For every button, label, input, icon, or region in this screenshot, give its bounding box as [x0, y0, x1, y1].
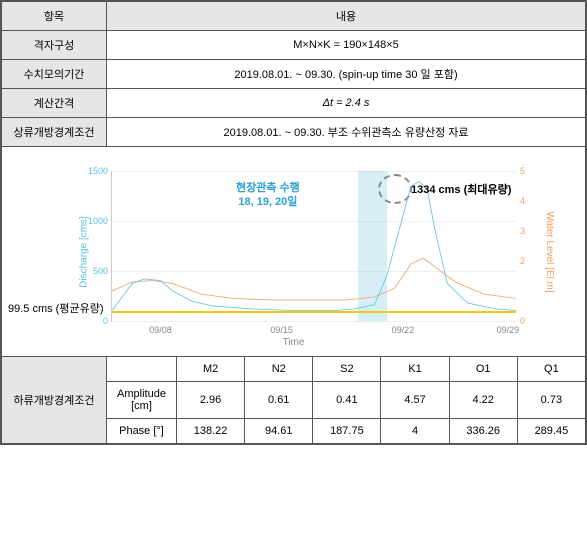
ytick-left: 0	[103, 316, 108, 326]
tide-phase-3: 4	[381, 419, 449, 444]
label-observation: 현장관측 수행18, 19, 20일	[236, 181, 300, 210]
x-axis-label: Time	[283, 337, 305, 348]
header-content: 내용	[107, 2, 586, 31]
water-level-line	[112, 258, 516, 300]
discharge-line	[112, 182, 516, 311]
xtick: 09/08	[149, 325, 172, 335]
tide-phase-0: 138.22	[177, 419, 245, 444]
ytick-right: 0	[520, 316, 525, 326]
tide-phase-label: Phase [°]	[107, 419, 177, 444]
tide-amp-label: Amplitude [cm]	[107, 382, 177, 419]
tide-amp-0: 2.96	[177, 382, 245, 419]
tide-amp-3: 4.57	[381, 382, 449, 419]
tide-amp-5: 0.73	[517, 382, 585, 419]
spec-table-wrapper: 항목 내용 격자구성 M×N×K = 190×148×5 수치모의기간 2019…	[0, 0, 587, 445]
tide-phase-1: 94.61	[245, 419, 313, 444]
tide-phase-4: 336.26	[449, 419, 517, 444]
tide-col-k1: K1	[381, 357, 449, 382]
ytick-left: 1000	[88, 216, 108, 226]
chart-area: 99.5 cms (평균유량) Discharge [cms] Water Le…	[6, 153, 581, 350]
tide-col-s2: S2	[313, 357, 381, 382]
row-interval-label: 계산간격	[2, 89, 107, 118]
tide-col-n2: N2	[245, 357, 313, 382]
y-axis-right-label: Water Level [El.m]	[544, 211, 555, 292]
ytick-right: 5	[520, 166, 525, 176]
gridline	[112, 321, 516, 322]
header-item: 항목	[2, 2, 107, 31]
spec-table: 항목 내용 격자구성 M×N×K = 190×148×5 수치모의기간 2019…	[1, 1, 586, 444]
ytick-right: 4	[520, 196, 525, 206]
ytick-left: 1500	[88, 166, 108, 176]
row-grid-label: 격자구성	[2, 31, 107, 60]
row-period-label: 수치모의기간	[2, 60, 107, 89]
label-max-flow: 1334 cms (최대유량)	[411, 181, 511, 197]
row-upstream-label: 상류개방경계조건	[2, 118, 107, 147]
xtick: 09/29	[497, 325, 520, 335]
tide-amp-2: 0.41	[313, 382, 381, 419]
tide-col-o1: O1	[449, 357, 517, 382]
tide-amp-4: 4.22	[449, 382, 517, 419]
ytick-right: 2	[520, 256, 525, 266]
row-upstream-value: 2019.08.01. ~ 09.30. 부조 수위관측소 유량산정 자료	[107, 118, 586, 147]
y-axis-left-label: Discharge [cms]	[79, 216, 90, 288]
ytick-left: 500	[93, 266, 108, 276]
chart-cell: 99.5 cms (평균유량) Discharge [cms] Water Le…	[2, 147, 586, 357]
row-interval-value: Δt = 2.4 s	[107, 89, 586, 118]
ytick-right: 3	[520, 226, 525, 236]
row-downstream-label: 하류개방경계조건	[2, 357, 107, 444]
tide-amp-1: 0.61	[245, 382, 313, 419]
tide-empty	[107, 357, 177, 382]
tide-col-m2: M2	[177, 357, 245, 382]
tide-col-q1: Q1	[517, 357, 585, 382]
row-grid-value: M×N×K = 190×148×5	[107, 31, 586, 60]
tide-phase-5: 289.45	[517, 419, 585, 444]
row-period-value: 2019.08.01. ~ 09.30. (spin-up time 30 일 …	[107, 60, 586, 89]
xtick: 09/22	[392, 325, 415, 335]
label-avg-flow: 99.5 cms (평균유량)	[8, 300, 104, 316]
tide-phase-2: 187.75	[313, 419, 381, 444]
xtick: 09/15	[270, 325, 293, 335]
